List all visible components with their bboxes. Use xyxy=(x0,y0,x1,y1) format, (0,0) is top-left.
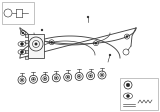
Circle shape xyxy=(90,75,91,76)
Circle shape xyxy=(78,76,80,77)
Circle shape xyxy=(67,76,68,78)
Circle shape xyxy=(33,79,34,80)
Circle shape xyxy=(126,83,130,87)
Bar xyxy=(25,40,28,42)
Bar xyxy=(25,34,28,37)
Bar xyxy=(25,50,28,53)
Circle shape xyxy=(44,78,46,79)
Circle shape xyxy=(20,42,24,45)
Circle shape xyxy=(20,51,24,54)
Circle shape xyxy=(109,54,111,56)
Circle shape xyxy=(21,79,23,81)
Bar xyxy=(2,2,34,24)
Circle shape xyxy=(56,77,57,79)
Circle shape xyxy=(126,36,128,38)
Circle shape xyxy=(95,42,97,44)
Circle shape xyxy=(41,29,43,31)
Bar xyxy=(28,34,44,58)
Circle shape xyxy=(35,43,37,45)
Bar xyxy=(120,78,158,110)
Circle shape xyxy=(101,74,103,76)
Circle shape xyxy=(87,16,89,18)
Circle shape xyxy=(127,95,129,98)
Circle shape xyxy=(51,41,53,43)
Bar xyxy=(25,56,28,58)
Circle shape xyxy=(22,32,24,34)
